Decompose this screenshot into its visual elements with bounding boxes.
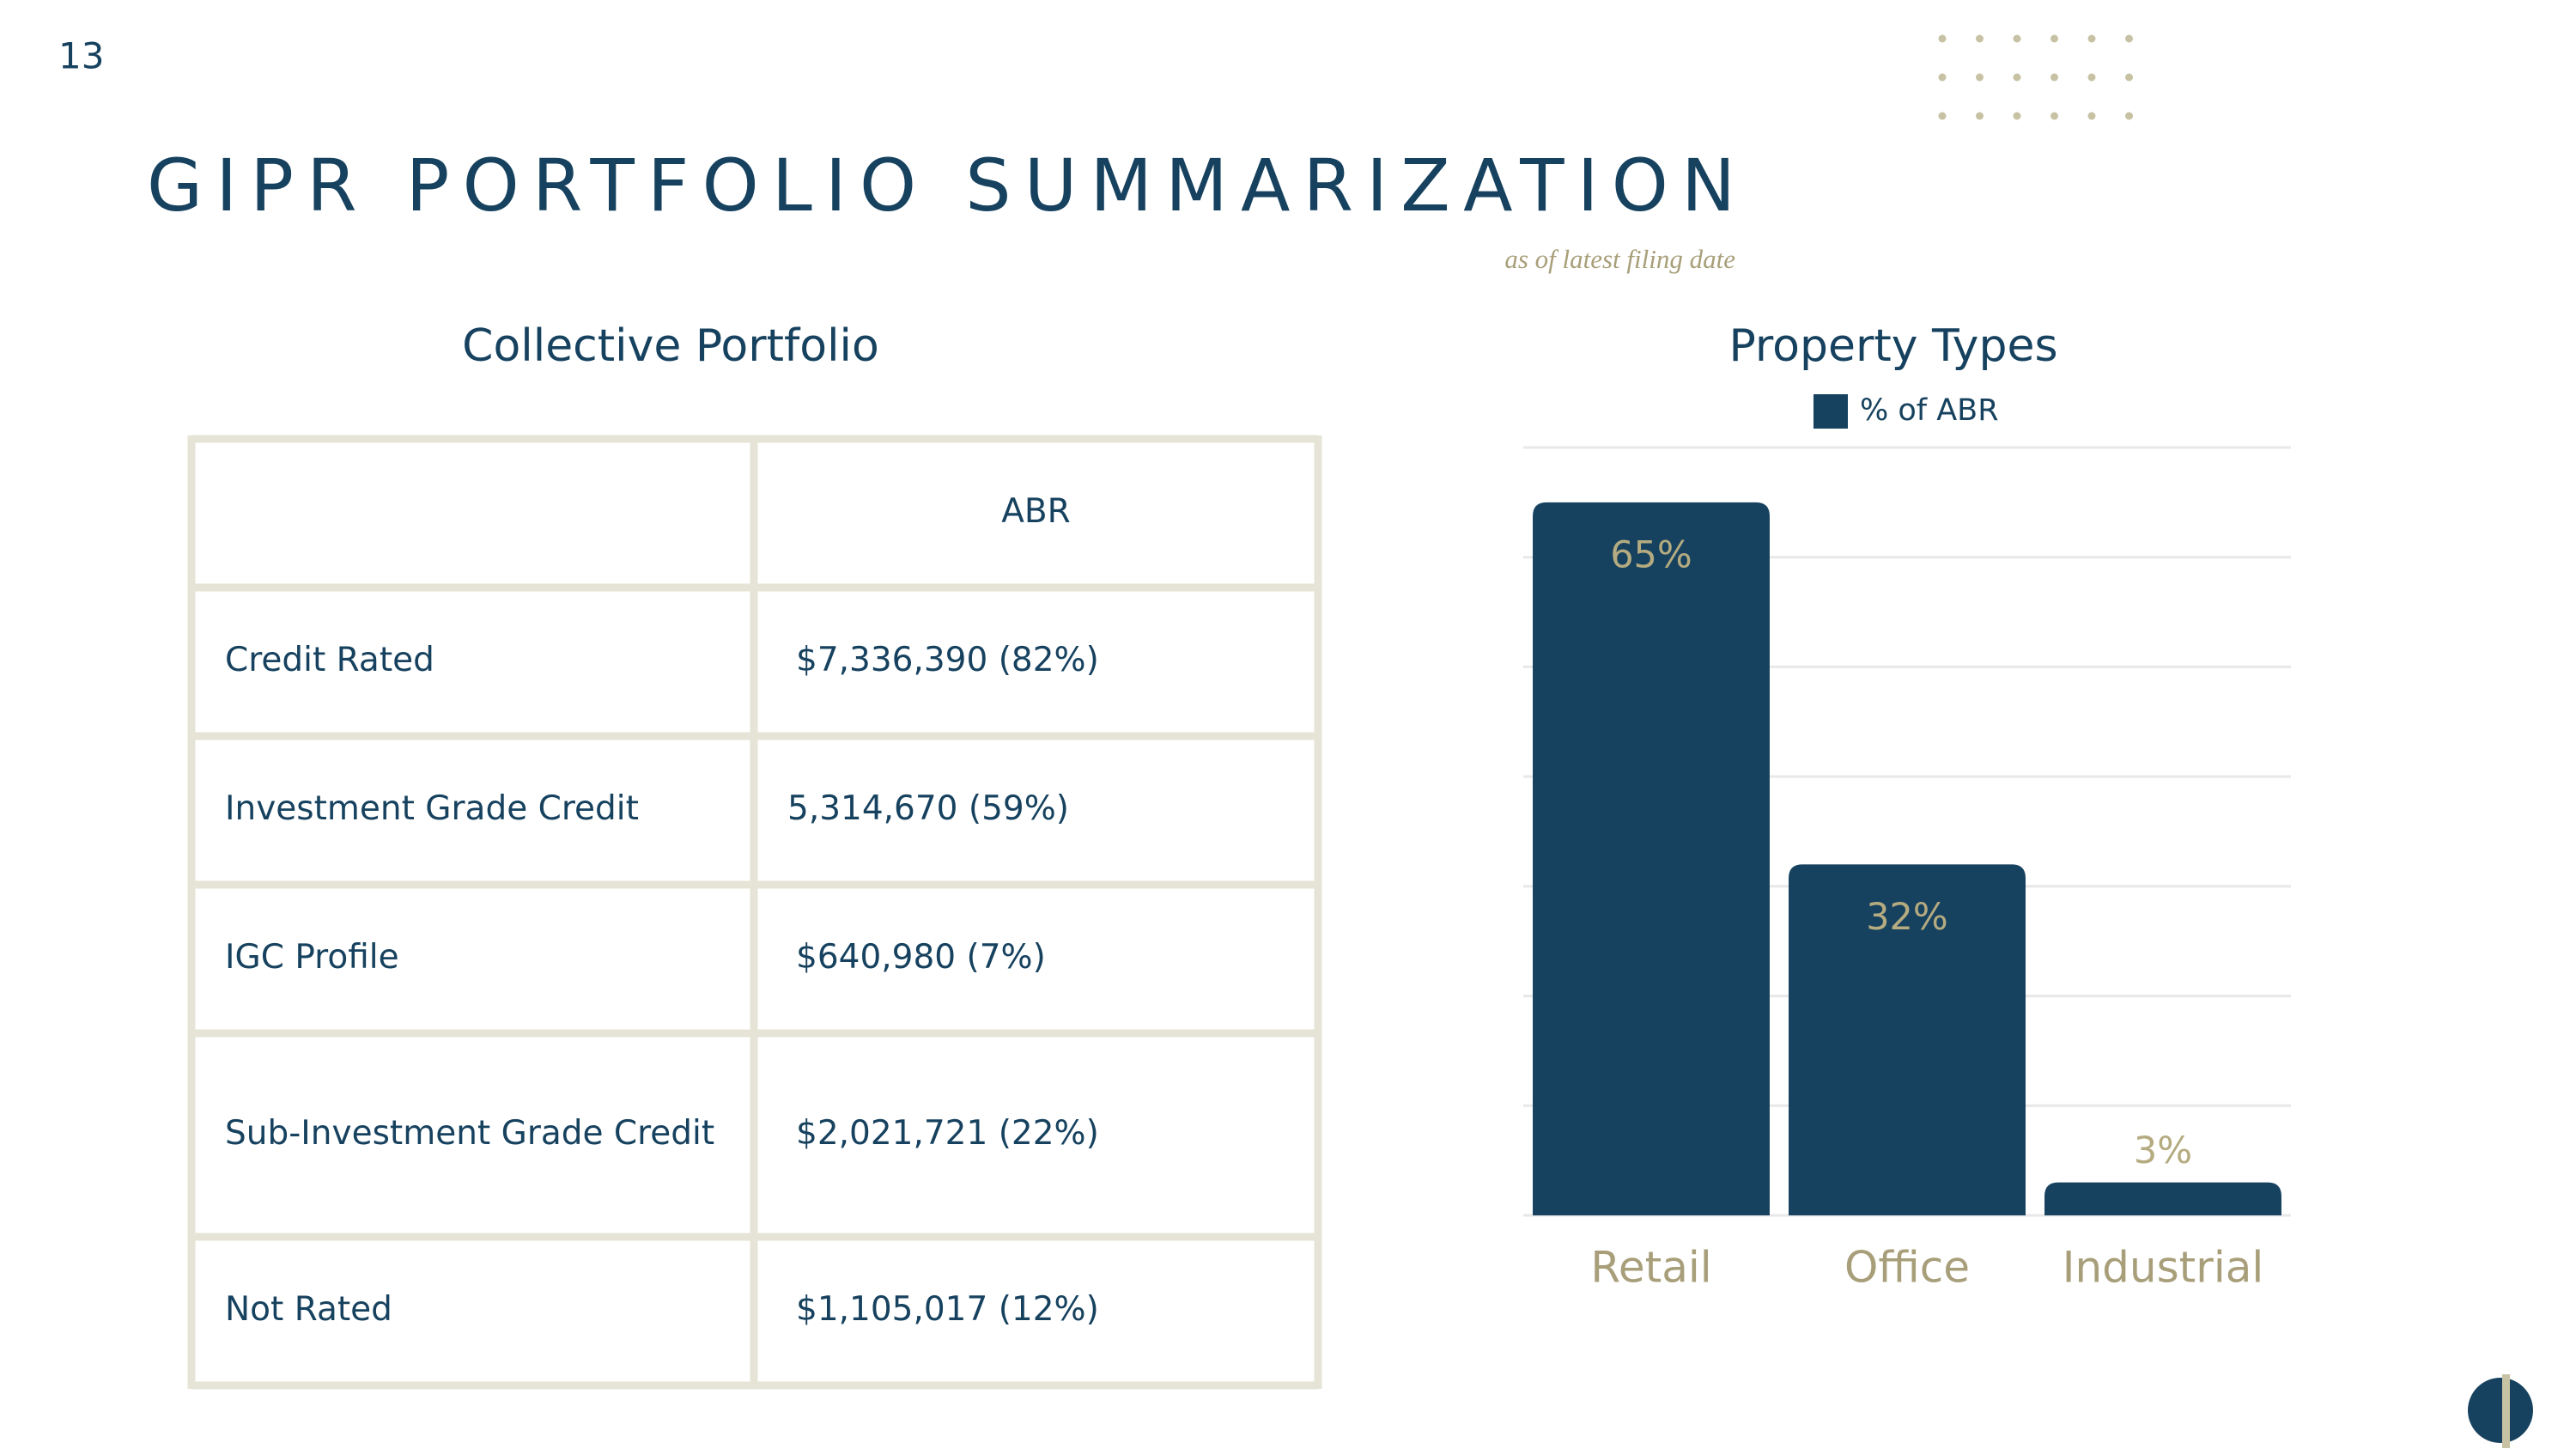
value-label: 32%: [1866, 896, 1948, 939]
dot: [1976, 34, 1984, 43]
table-header: ABR: [1001, 492, 1071, 531]
row-value: $1,105,017 (12%): [796, 1290, 1099, 1329]
value-label: 3%: [2134, 1129, 2192, 1172]
dot: [2013, 112, 2021, 120]
row-label: IGC Profile: [225, 938, 399, 977]
x-tick-label: Industrial: [2063, 1243, 2264, 1293]
legend-swatch: [1814, 394, 1848, 429]
bar: [1789, 864, 2026, 1215]
row-value: 5,314,670 (59%): [787, 789, 1069, 828]
slide-title: GIPR PORTFOLIO SUMMARIZATION: [147, 143, 1735, 228]
x-tick-label: Retail: [1590, 1243, 1711, 1293]
logo: [2468, 1374, 2533, 1448]
dot: [1976, 73, 1984, 82]
dot: [2125, 73, 2133, 82]
row-label: Sub-Investment Grade Credit: [225, 1114, 714, 1153]
dot: [2050, 112, 2058, 120]
dot: [2013, 34, 2021, 43]
legend-label: % of ABR: [1860, 393, 1999, 428]
dot: [2013, 73, 2021, 82]
row-value: $7,336,390 (82%): [796, 641, 1099, 679]
x-tick-label: Office: [1844, 1243, 1970, 1293]
dot: [2087, 73, 2096, 82]
dot: [1938, 73, 1947, 82]
table-title: Collective Portfolio: [462, 320, 879, 372]
dot: [2125, 34, 2133, 43]
dot: [2125, 112, 2133, 120]
row-label: Credit Rated: [225, 641, 434, 679]
dot: [1938, 112, 1947, 120]
row-value: $640,980 (7%): [796, 938, 1046, 977]
logo-circle: [2468, 1378, 2533, 1443]
bar: [1533, 502, 1770, 1215]
row-label: Not Rated: [225, 1290, 392, 1329]
dot: [2050, 73, 2058, 82]
chart-title: Property Types: [1728, 320, 2057, 372]
dot: [2087, 112, 2096, 120]
value-label: 65%: [1610, 533, 1692, 576]
page-number: 13: [58, 35, 104, 77]
dot: [2087, 34, 2096, 43]
dot: [1938, 34, 1947, 43]
bar: [2044, 1182, 2281, 1215]
logo-bar: [2502, 1374, 2510, 1448]
dot: [2050, 34, 2058, 43]
row-label: Investment Grade Credit: [225, 789, 639, 828]
row-value: $2,021,721 (22%): [796, 1114, 1099, 1153]
subtitle: as of latest filing date: [1504, 244, 1735, 274]
dot: [1976, 112, 1984, 120]
decoration-dots: [1938, 34, 2133, 120]
